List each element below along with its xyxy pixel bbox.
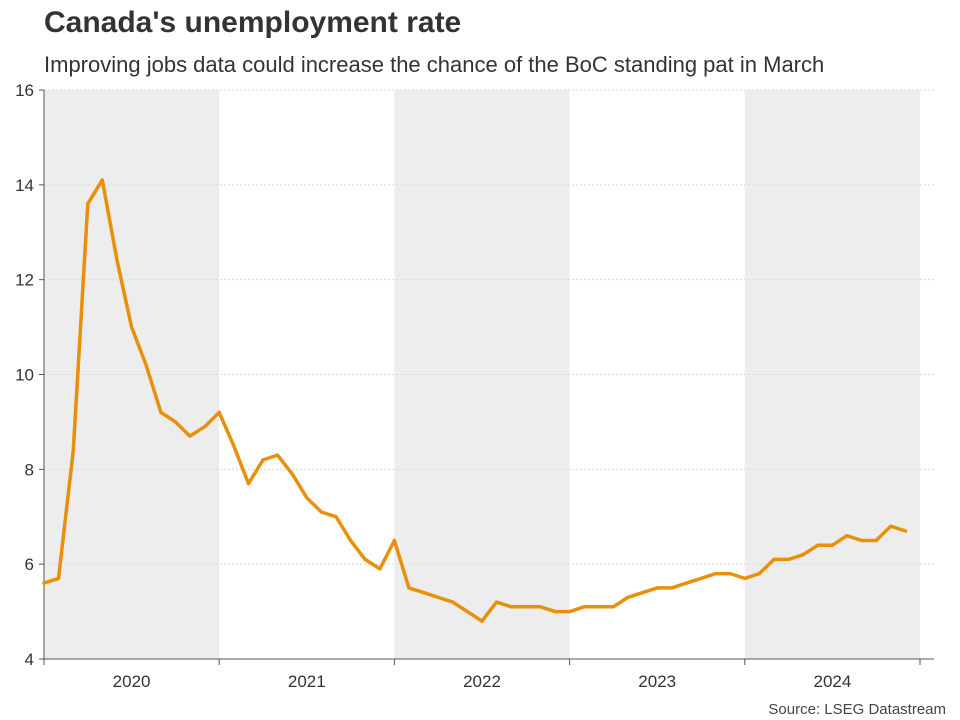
data-point (772, 557, 776, 562)
data-point (830, 543, 835, 547)
data-point (422, 591, 426, 595)
x-tick-label-2021: 2021 (288, 672, 326, 691)
data-point (684, 581, 689, 585)
data-point (757, 572, 761, 576)
data-point (670, 586, 674, 590)
data-point (290, 472, 294, 476)
y-tick-label-12: 12 (15, 271, 34, 290)
data-point (903, 529, 908, 533)
y-tick-label-10: 10 (15, 366, 34, 385)
chart-title: Canada's unemployment rate (44, 6, 462, 39)
data-point (42, 581, 46, 585)
data-point (349, 538, 353, 543)
data-point (71, 448, 75, 452)
gridlines (44, 89, 934, 565)
y-tick-label-4: 4 (25, 650, 34, 669)
data-point (378, 567, 382, 571)
data-point (232, 444, 236, 448)
data-point (553, 610, 557, 614)
series-line-0 (42, 178, 908, 623)
y-tick-label-8: 8 (25, 460, 34, 479)
data-point (787, 557, 791, 562)
data-point (582, 605, 586, 609)
data-point (363, 557, 367, 562)
data-point (203, 425, 207, 429)
data-point (465, 610, 470, 614)
data-point (494, 600, 499, 604)
data-point (713, 572, 718, 576)
data-point (816, 543, 820, 547)
data-point (115, 259, 119, 263)
data-point (407, 586, 411, 590)
data-point (845, 534, 849, 538)
data-point (480, 619, 484, 623)
data-point (655, 586, 659, 590)
data-point (159, 410, 163, 414)
data-point (597, 605, 601, 609)
data-point (100, 178, 104, 182)
data-point (699, 576, 703, 581)
data-point (261, 458, 265, 462)
x-tick-label-2020: 2020 (113, 672, 151, 691)
data-point (319, 510, 323, 514)
chart-subtitle: Improving jobs data could increase the c… (44, 52, 825, 77)
data-point (860, 538, 864, 543)
y-tick-label-14: 14 (15, 176, 34, 195)
data-point (568, 610, 572, 614)
axes (39, 89, 934, 665)
y-tick-labels: 4 6 8 10 12 14 16 (15, 81, 34, 669)
data-point (874, 538, 878, 543)
data-point (436, 595, 440, 600)
series-group (42, 178, 908, 623)
x-tick-label-2024: 2024 (813, 672, 851, 691)
data-point (509, 605, 513, 609)
data-point (889, 524, 893, 528)
data-point (334, 515, 338, 519)
data-point (451, 600, 455, 604)
data-point (728, 572, 732, 576)
data-point (246, 482, 251, 486)
data-point (275, 453, 280, 457)
data-point (56, 576, 61, 581)
x-tick-label-2022: 2022 (463, 672, 501, 691)
data-point (217, 410, 221, 414)
data-point (641, 591, 645, 595)
source-note: Source: LSEG Datastream (768, 701, 946, 718)
data-point (743, 576, 747, 581)
data-point (188, 434, 192, 438)
data-point (538, 605, 542, 609)
data-point (86, 202, 90, 206)
y-tick-label-6: 6 (25, 555, 34, 574)
data-point (524, 605, 528, 609)
data-point (392, 538, 396, 543)
data-point (801, 553, 805, 557)
x-tick-labels: 2020 2021 2022 2023 2024 (113, 672, 852, 691)
y-tick-label-16: 16 (15, 81, 34, 100)
data-point (611, 605, 616, 609)
x-tick-label-2023: 2023 (638, 672, 676, 691)
data-point (173, 420, 177, 424)
data-point (144, 363, 148, 367)
data-point (305, 496, 309, 500)
data-point (130, 325, 134, 329)
data-point (626, 595, 630, 600)
